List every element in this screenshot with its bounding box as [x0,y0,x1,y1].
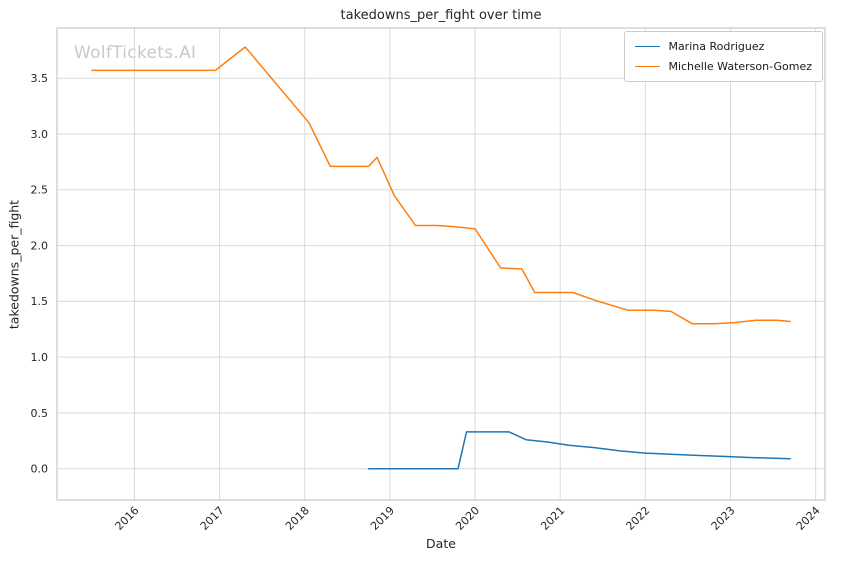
svg-text:2017: 2017 [198,504,227,533]
svg-text:2020: 2020 [453,504,482,533]
svg-text:2021: 2021 [538,504,567,533]
y-axis-label: takedowns_per_fight [6,199,22,330]
svg-text:2024: 2024 [794,504,823,533]
legend-label: Michelle Waterson-Gomez [668,60,812,73]
svg-text:2.5: 2.5 [31,184,49,197]
svg-text:2016: 2016 [113,504,142,533]
legend-label: Marina Rodriguez [668,40,765,53]
svg-text:0.5: 0.5 [31,407,49,420]
svg-text:3.0: 3.0 [31,128,49,141]
svg-text:0.0: 0.0 [31,463,49,476]
watermark: WolfTickets.AI [74,43,197,63]
legend-line-swatch [635,46,661,47]
svg-text:2.0: 2.0 [31,239,49,252]
legend-line-swatch [635,66,661,67]
chart-title: takedowns_per_fight over time [340,8,542,23]
legend: Marina Rodriguez Michelle Waterson-Gomez [624,31,823,82]
svg-text:2023: 2023 [709,504,738,533]
svg-text:1.5: 1.5 [31,295,49,308]
svg-text:1.0: 1.0 [31,351,49,364]
svg-text:2019: 2019 [368,504,397,533]
legend-item-marina-rodriguez: Marina Rodriguez [635,40,812,53]
svg-text:2018: 2018 [283,504,312,533]
x-axis-label: Date [426,536,456,551]
legend-item-michelle-waterson-gomez: Michelle Waterson-Gomez [635,60,812,73]
svg-text:2022: 2022 [623,504,652,533]
svg-text:3.5: 3.5 [31,72,49,85]
